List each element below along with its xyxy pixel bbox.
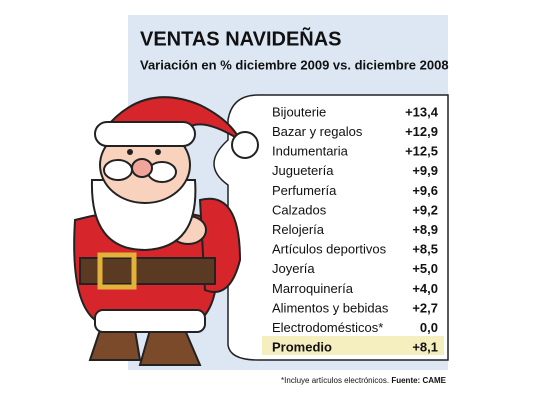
row-label: Bijouterie	[272, 104, 326, 119]
row-value: +9,9	[412, 163, 438, 178]
row-value: +4,0	[412, 281, 438, 296]
title: VENTAS NAVIDEÑAS	[140, 27, 342, 50]
row-value: +2,7	[412, 300, 438, 315]
total-highlight	[262, 336, 444, 355]
santa-illustration	[73, 96, 259, 366]
row-label: Calzados	[272, 202, 327, 217]
row-label: Artículos deportivos	[272, 242, 387, 257]
row-value: 0,0	[420, 320, 438, 335]
row-value: +5,0	[412, 261, 438, 276]
row-label: Indumentaria	[272, 144, 349, 159]
subtitle: Variación en % diciembre 2009 vs. diciem…	[140, 57, 449, 72]
total-value: +8,1	[412, 340, 438, 355]
row-label: Alimentos y bebidas	[272, 300, 389, 315]
row-value: +8,5	[412, 242, 438, 257]
row-value: +8,9	[412, 222, 438, 237]
row-label: Relojería	[272, 222, 325, 237]
row-label: Juguetería	[272, 163, 334, 178]
row-label: Joyería	[272, 261, 315, 276]
row-label: Perfumería	[272, 183, 337, 198]
total-label: Promedio	[272, 340, 332, 355]
row-value: +9,6	[412, 183, 438, 198]
row-label: Bazar y regalos	[272, 124, 363, 139]
row-label: Marroquinería	[272, 281, 354, 296]
row-value: +12,9	[405, 124, 438, 139]
row-value: +13,4	[405, 104, 439, 119]
row-label: Electrodomésticos*	[272, 320, 383, 335]
footnote-note: *Incluye artículos electrónicos.	[281, 376, 389, 385]
footnote: *Incluye artículos electrónicos. Fuente:…	[281, 376, 447, 385]
row-value: +12,5	[405, 144, 438, 159]
speech-bubble	[213, 94, 449, 361]
row-value: +9,2	[412, 202, 438, 217]
footnote-source: Fuente: CAME	[391, 376, 446, 385]
